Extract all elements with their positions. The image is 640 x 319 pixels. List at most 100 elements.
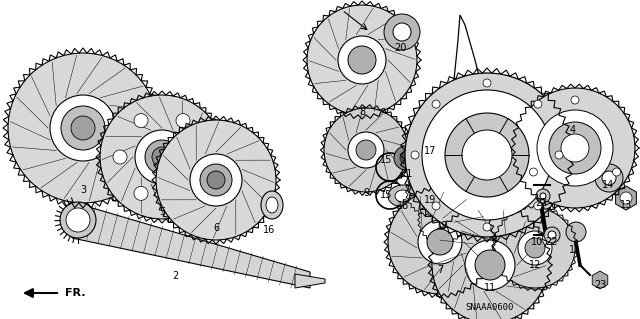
Circle shape [525,238,545,258]
Circle shape [537,110,613,186]
Circle shape [400,152,412,164]
Circle shape [515,88,635,208]
Circle shape [548,231,556,239]
Circle shape [595,164,623,192]
Circle shape [384,14,420,50]
Circle shape [495,208,575,288]
Circle shape [432,100,440,108]
Text: 1: 1 [569,245,575,255]
Circle shape [445,113,529,197]
Text: 14: 14 [602,180,614,190]
Text: 4: 4 [570,125,576,135]
Circle shape [200,164,232,196]
Circle shape [411,151,419,159]
Circle shape [324,108,408,192]
Circle shape [483,79,491,87]
Circle shape [534,202,542,210]
Ellipse shape [388,185,418,207]
Text: FR.: FR. [65,288,86,298]
Text: 18: 18 [397,201,409,211]
Text: 8: 8 [359,107,365,117]
Text: 13: 13 [620,200,632,210]
Circle shape [555,151,563,159]
Circle shape [145,140,179,174]
Text: 15: 15 [380,155,392,165]
Circle shape [338,36,386,84]
Circle shape [408,170,452,214]
Circle shape [71,116,95,140]
Text: 19: 19 [424,195,436,205]
Circle shape [152,147,172,167]
Text: 2: 2 [172,271,178,281]
Circle shape [483,223,491,231]
Circle shape [50,95,116,161]
Circle shape [427,229,453,255]
Circle shape [432,202,440,210]
Circle shape [420,182,440,202]
Text: 12: 12 [529,260,541,270]
Circle shape [410,140,450,180]
Circle shape [113,150,127,164]
Circle shape [134,114,148,128]
Circle shape [156,120,276,240]
Circle shape [307,5,417,115]
Circle shape [388,190,492,294]
Circle shape [612,168,621,176]
Circle shape [422,90,552,220]
Circle shape [620,192,632,204]
Circle shape [549,122,601,174]
Text: 6: 6 [213,223,219,233]
Circle shape [8,53,158,203]
Text: 22: 22 [536,198,548,208]
Circle shape [561,134,589,162]
Circle shape [405,73,569,237]
Circle shape [432,207,548,319]
Text: 22: 22 [545,237,557,247]
Circle shape [420,150,440,170]
Circle shape [465,240,515,290]
Circle shape [418,220,462,264]
Text: 20: 20 [394,43,406,53]
Circle shape [544,227,560,243]
Circle shape [529,168,538,176]
Text: 3: 3 [80,185,86,195]
Text: 11: 11 [484,283,496,293]
Circle shape [134,186,148,200]
Text: 21: 21 [400,169,412,179]
Ellipse shape [395,190,411,202]
Text: 19: 19 [436,221,448,231]
Circle shape [571,96,579,104]
Text: 15: 15 [380,190,392,200]
Circle shape [176,114,190,128]
Circle shape [66,208,90,232]
Circle shape [348,46,376,74]
Polygon shape [295,274,325,288]
Circle shape [393,23,411,41]
Polygon shape [442,15,530,295]
Circle shape [432,210,452,230]
Circle shape [420,198,464,242]
Circle shape [518,231,552,265]
Circle shape [602,171,616,185]
Circle shape [197,150,211,164]
Circle shape [61,106,105,150]
Text: 17: 17 [424,146,436,156]
Ellipse shape [261,191,283,219]
Circle shape [462,130,512,180]
Circle shape [207,171,225,189]
Polygon shape [72,202,310,288]
Circle shape [348,132,384,168]
Circle shape [190,154,242,206]
Circle shape [540,193,546,199]
Circle shape [176,186,190,200]
Circle shape [394,146,418,170]
Circle shape [536,189,550,203]
Text: 23: 23 [594,280,606,290]
Text: 10: 10 [531,237,543,247]
Circle shape [534,100,542,108]
Circle shape [566,222,586,242]
Text: 9: 9 [363,188,369,198]
Circle shape [356,140,376,160]
Circle shape [60,202,96,238]
Circle shape [475,250,505,280]
